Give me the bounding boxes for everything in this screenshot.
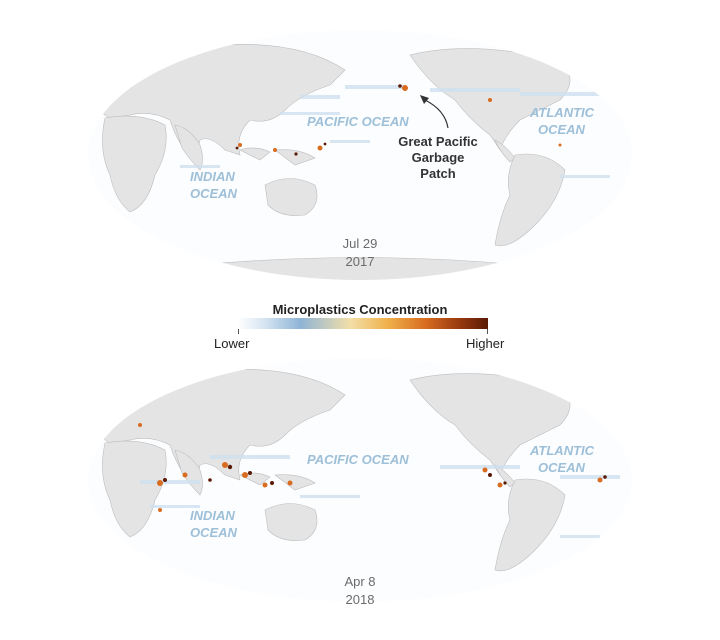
legend-title: Microplastics Concentration xyxy=(272,302,448,317)
indian-ocean-label-line2: OCEAN xyxy=(190,525,238,540)
callout-line3: Patch xyxy=(420,166,455,181)
concentration-overlay xyxy=(180,84,620,178)
atlantic-ocean-label-line1: ATLANTIC xyxy=(529,105,595,120)
date-label-line2: 2017 xyxy=(346,254,375,269)
indian-ocean-label-line1: INDIAN xyxy=(190,169,235,184)
arrowhead-icon xyxy=(420,95,429,104)
date-label-line1: Apr 8 xyxy=(344,574,375,589)
callout-line1: Great Pacific xyxy=(398,134,478,149)
date-label-line1: Jul 29 xyxy=(343,236,378,251)
date-label-line2: 2018 xyxy=(346,592,375,607)
pacific-ocean-label: PACIFIC OCEAN xyxy=(307,114,409,129)
callout-line2: Garbage xyxy=(412,150,465,165)
indian-ocean-label-line1: INDIAN xyxy=(190,508,235,523)
map-jul-2017: PACIFIC OCEAN ATLANTIC OCEAN INDIAN OCEA… xyxy=(88,30,632,280)
atlantic-ocean-label-line2: OCEAN xyxy=(538,460,586,475)
legend-tick-high xyxy=(487,329,488,334)
map-apr-2018: PACIFIC OCEAN ATLANTIC OCEAN INDIAN OCEA… xyxy=(88,358,632,607)
concentration-overlay xyxy=(138,423,620,538)
indian-ocean-label-line2: OCEAN xyxy=(190,186,238,201)
atlantic-ocean-label-line2: OCEAN xyxy=(538,122,586,137)
legend-tick-low xyxy=(238,329,239,334)
pacific-ocean-label: PACIFIC OCEAN xyxy=(307,452,409,467)
atlantic-ocean-label-line1: ATLANTIC xyxy=(529,443,595,458)
callout-arrow-icon xyxy=(424,99,449,129)
legend: Microplastics Concentration Lower Higher xyxy=(200,300,520,355)
legend-lower-label: Lower xyxy=(214,336,250,351)
legend-higher-label: Higher xyxy=(466,336,505,351)
legend-color-ramp xyxy=(238,318,488,329)
